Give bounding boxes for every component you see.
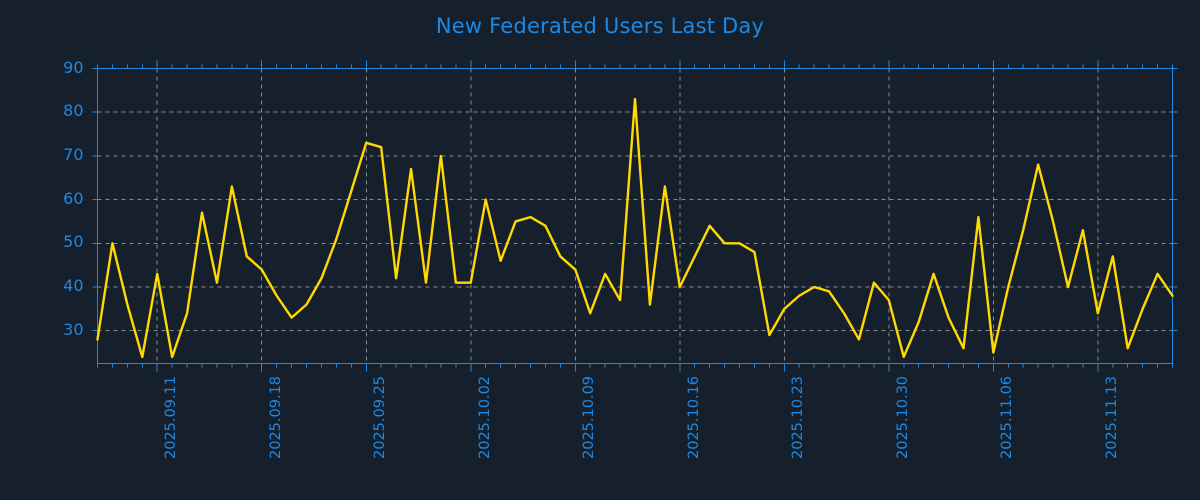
axis-ticks (92, 60, 1178, 372)
y-axis-tick-label: 60 (63, 188, 84, 208)
data-series-line (96, 97, 1174, 359)
chart-title: New Federated Users Last Day (435, 14, 765, 38)
y-axis-tick-label: 80 (63, 101, 84, 121)
x-axis-tick-label: 2025.09.18 (267, 375, 284, 459)
x-axis-tick-label: 2025.11.13 (1103, 375, 1120, 459)
x-axis-tick-label: 2025.10.23 (790, 375, 807, 459)
y-axis-tick-label: 70 (63, 144, 84, 164)
x-axis-tick-label: 2025.10.02 (476, 375, 493, 459)
x-axis-tick-label: 2025.10.09 (581, 375, 598, 459)
x-axis-tick-label: 2025.11.06 (999, 375, 1016, 459)
y-axis-tick-label: 30 (63, 319, 84, 339)
y-axis-tick-label: 90 (63, 57, 84, 77)
x-axis-tick-label: 2025.10.16 (685, 375, 702, 459)
gridlines (97, 68, 1173, 364)
x-axis-tick-label: 2025.09.25 (372, 375, 389, 459)
y-axis-tick-label: 40 (63, 276, 84, 296)
x-axis-tick-label: 2025.10.30 (894, 375, 911, 459)
x-axis-tick-label: 2025.09.11 (163, 375, 180, 459)
y-axis-tick-label: 50 (63, 232, 84, 252)
